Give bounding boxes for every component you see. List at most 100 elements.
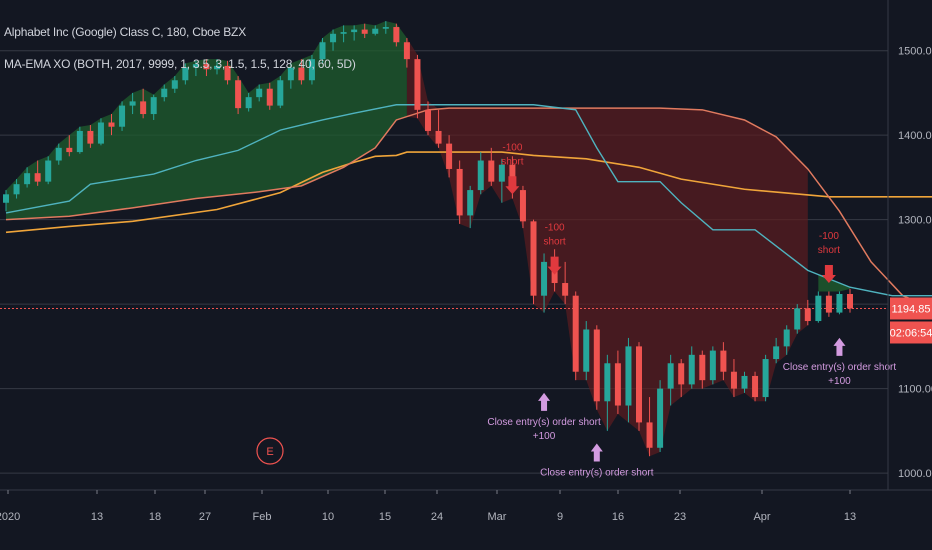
close-exit-arrow <box>538 392 551 411</box>
signal-side-label: short <box>818 245 840 256</box>
signal-qty-label: -100 <box>502 142 522 153</box>
earnings-marker[interactable]: E <box>256 437 284 465</box>
x-tick-label: 9 <box>557 511 563 523</box>
y-tick-label: 1500.00 <box>898 46 932 58</box>
candle-body <box>519 190 526 222</box>
x-tick-label: 16 <box>612 511 624 523</box>
orange-ma-line <box>5 151 932 234</box>
candle-body <box>467 190 474 216</box>
candle-body <box>308 59 315 81</box>
y-tick-label: 1300.00 <box>898 215 932 227</box>
candle-body <box>382 27 389 29</box>
signal-qty-label: -100 <box>545 223 565 234</box>
countdown-badge <box>890 321 932 344</box>
candle-body <box>572 295 579 372</box>
short-entry-arrow <box>505 176 520 195</box>
close-order-label: Close entry(s) order short <box>487 417 601 428</box>
bearish-cloud <box>406 38 808 457</box>
candle-body <box>414 59 421 110</box>
candle-body <box>446 143 453 169</box>
candle-body <box>583 329 590 372</box>
x-tick-label: Apr <box>753 511 770 523</box>
candle-body <box>477 160 484 191</box>
trade-annotations: -100 short -100 short -100 short Close entry(s… <box>487 142 896 478</box>
candle-body <box>66 147 73 153</box>
candlesticks <box>3 21 853 457</box>
ema-line <box>5 107 932 305</box>
candle-body <box>541 261 548 296</box>
candle-body <box>657 388 664 448</box>
x-tick-label: 23 <box>674 511 686 523</box>
candle-body <box>741 375 748 389</box>
candle-body <box>24 173 31 185</box>
x-tick-label: Mar <box>488 511 507 523</box>
x-tick-label: Feb <box>253 511 272 523</box>
candle-body <box>351 29 358 33</box>
short-entry-arrow <box>547 256 562 275</box>
candle-body <box>150 97 157 115</box>
candle-body <box>192 64 199 68</box>
symbol-title[interactable]: Alphabet Inc (Google) Class C, 180, Cboe… <box>4 25 246 39</box>
last-price-value: 1194.85 <box>892 303 931 315</box>
candle-body <box>45 160 52 182</box>
candle-body <box>245 97 252 109</box>
candle-body <box>256 88 263 98</box>
price-axis[interactable]: 1000.001100.001200.001300.001400.001500.… <box>887 0 932 490</box>
candle-body <box>709 350 716 381</box>
candle-body <box>678 363 685 385</box>
candle-body <box>625 346 632 406</box>
candle-body <box>783 329 790 347</box>
candle-body <box>393 27 400 43</box>
y-tick-label: 1400.00 <box>898 130 932 142</box>
candle-body <box>773 346 780 360</box>
candle-body <box>287 67 294 81</box>
candle-body <box>87 130 94 144</box>
time-axis[interactable]: 2020 13 18 27 Feb 10 15 24 Mar 9 16 23 Apr 13 <box>0 489 932 523</box>
candle-body <box>235 80 242 109</box>
candle-body <box>13 184 20 195</box>
candle-body <box>298 67 305 81</box>
candle-body <box>319 42 326 60</box>
countdown-value: 02:06:54 <box>890 327 932 339</box>
close-order-label: Close entry(s) order short <box>540 468 654 479</box>
candle-body <box>636 346 642 423</box>
candle-body <box>119 105 126 127</box>
candle-body <box>361 29 368 34</box>
candle-body <box>614 363 621 406</box>
y-tick-label: 1000.00 <box>898 468 932 480</box>
x-tick-label: 2020 <box>0 511 20 523</box>
x-tick-label: 24 <box>431 511 443 523</box>
candle-body <box>667 363 674 389</box>
study-legend[interactable]: MA-EMA XO (BOTH, 2017, 9999, 1, 3.5, 3, … <box>4 57 356 71</box>
candle-body <box>699 354 706 381</box>
x-tick-label: 15 <box>379 511 391 523</box>
candle-body <box>140 101 147 115</box>
candle-body <box>762 359 769 398</box>
candle-body <box>804 308 811 322</box>
earnings-circle[interactable] <box>256 437 284 465</box>
close-qty-label: +100 <box>828 376 851 387</box>
x-tick-label: 27 <box>199 511 211 523</box>
candle-body <box>530 221 537 296</box>
signal-side-label: short <box>501 156 523 167</box>
signal-qty-label: -100 <box>819 231 839 242</box>
candle-body <box>266 88 273 106</box>
candle-body <box>646 422 653 448</box>
candle-body <box>224 65 231 81</box>
candle-body <box>498 164 505 182</box>
close-exit-arrow <box>833 337 846 356</box>
candle-body <box>730 371 737 389</box>
candle-body <box>435 130 442 144</box>
candle-body <box>330 33 337 43</box>
close-qty-label: +100 <box>533 431 556 442</box>
candle-body <box>604 363 611 402</box>
close-order-label: Close entry(s) order short <box>783 362 897 373</box>
earnings-label: E <box>266 446 273 458</box>
candle-body <box>403 42 410 60</box>
close-exit-arrow <box>590 443 603 462</box>
candle-body <box>3 194 9 203</box>
candle-body <box>794 308 801 330</box>
last-price-badge[interactable] <box>890 297 932 320</box>
candle-body <box>34 173 41 182</box>
